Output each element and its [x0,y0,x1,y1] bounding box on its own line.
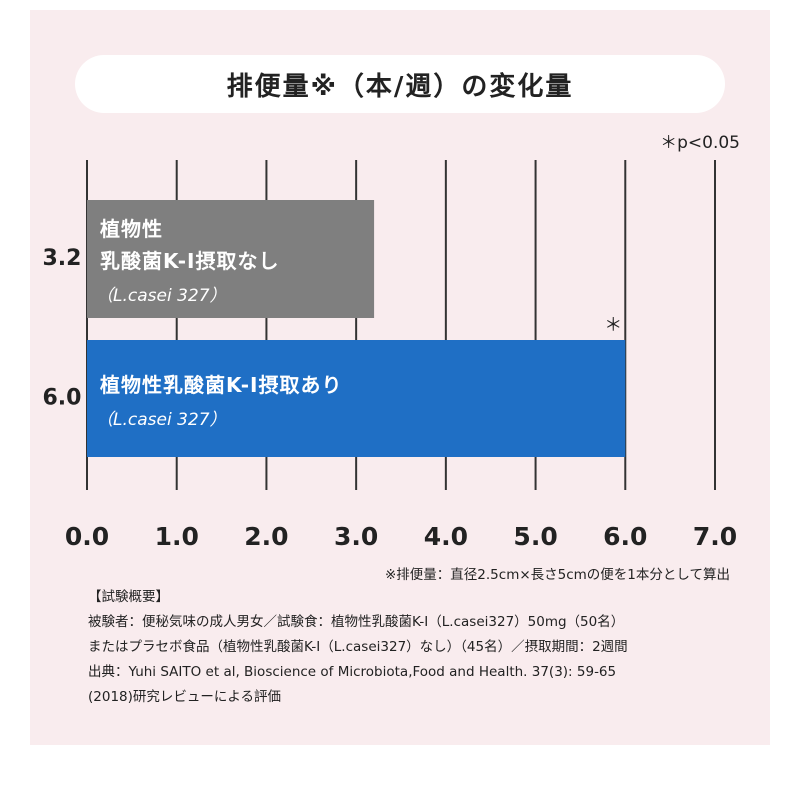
notes: 【試験概要】 被験者：便秘気味の成人男女／試験食：植物性乳酸菌K-Ⅰ（L.cas… [88,585,628,710]
notes-line: (2018)研究レビューによる評価 [88,689,281,705]
x-tick-label: 4.0 [424,522,468,551]
bar-label: 植物性乳酸菌K-Ⅰ摂取あり [100,372,343,397]
bar-note: （L.casei 327） [96,409,227,430]
notes-line: またはプラセボ食品（植物性乳酸菌K-Ⅰ（L.casei327）なし）（45名）／… [88,639,628,655]
annotation: ＊p<0.05 [660,133,740,153]
chart-title: 排便量※（本/週）の変化量 [75,55,725,113]
significance-marker: ＊ [604,315,622,336]
bar-note: （L.casei 327） [96,286,227,306]
notes-heading: 【試験概要】 [88,589,169,605]
bar [87,340,626,457]
bar [87,200,375,318]
notes-line: 被験者：便秘気味の成人男女／試験食：植物性乳酸菌K-Ⅰ（L.casei327）5… [88,614,625,630]
bar-label: 植物性 乳酸菌K-Ⅰ摂取なし [100,217,280,273]
x-tick-label: 6.0 [603,522,647,551]
footnote: ※排便量：直径2.5cm×長さ5cmの便を1本分として算出 [384,567,730,583]
x-tick-label: 1.0 [155,522,199,551]
x-tick-label: 3.0 [334,522,378,551]
x-tick-label: 5.0 [513,522,557,551]
value-label: 6.0 [43,386,82,411]
value-label: 3.2 [43,246,82,271]
notes-line: 出典：Yuhi SAITO et al, Bioscience of Micro… [88,664,617,680]
x-tick-label: 7.0 [693,522,737,551]
x-tick-label: 2.0 [244,522,288,551]
x-tick-label: 0.0 [65,522,109,551]
